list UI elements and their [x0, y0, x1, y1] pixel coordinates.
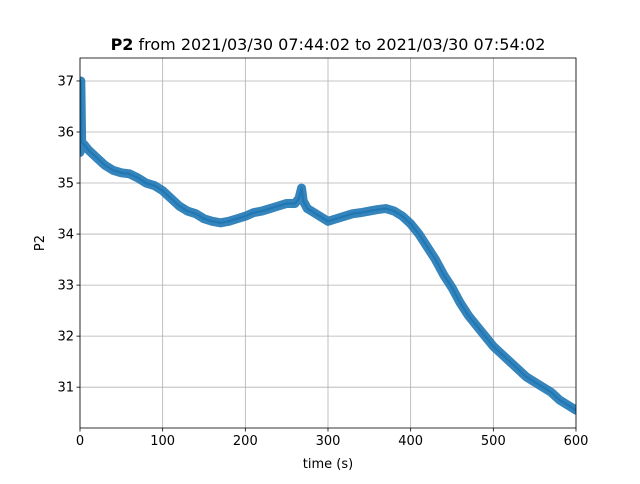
data-point — [244, 215, 247, 218]
data-point — [228, 220, 230, 223]
x-tick-label: 100 — [150, 434, 175, 449]
data-point — [80, 141, 83, 144]
axis-ticks: 0 100 200 300 400 500 600 31 32 33 34 35 36 37 — [57, 74, 588, 449]
data-point — [401, 215, 404, 218]
data-point — [87, 149, 90, 151]
data-point — [219, 222, 222, 224]
data-point — [327, 220, 329, 223]
data-point — [550, 391, 552, 394]
data-point — [517, 368, 519, 371]
data-point — [418, 233, 420, 235]
data-point — [277, 205, 280, 207]
series-layer — [80, 76, 576, 415]
y-tick-label: 33 — [57, 279, 74, 294]
data-point — [302, 200, 305, 202]
data-point — [161, 189, 164, 192]
data-point — [409, 223, 412, 225]
data-point — [533, 381, 536, 383]
data-point — [442, 274, 445, 276]
data-point — [269, 207, 271, 210]
plot-frame — [79, 57, 577, 429]
data-point — [153, 184, 156, 187]
data-point — [298, 197, 300, 200]
data-point — [318, 215, 321, 218]
data-point — [252, 211, 255, 214]
data-point — [566, 404, 569, 406]
chart-title-bold: P2 — [111, 35, 134, 54]
data-point — [476, 325, 478, 327]
data-point — [484, 335, 486, 337]
data-point — [492, 345, 495, 348]
data-point — [80, 80, 82, 82]
data-point — [500, 353, 503, 355]
data-point — [137, 177, 139, 179]
data-point — [467, 314, 470, 317]
y-tick-label: 31 — [57, 381, 74, 396]
y-tick-label: 36 — [57, 126, 74, 141]
data-point — [112, 169, 114, 172]
data-point — [203, 217, 205, 220]
data-point — [104, 164, 106, 166]
grid-lines — [79, 58, 577, 428]
data-point — [451, 286, 453, 289]
chart-title-rest: from 2021/03/30 07:44:02 to 2021/03/30 0… — [133, 35, 545, 54]
data-point — [178, 205, 180, 207]
data-point — [294, 202, 296, 205]
x-tick-label: 200 — [233, 434, 258, 449]
data-point — [376, 208, 379, 211]
x-tick-label: 600 — [564, 434, 589, 449]
x-tick-label: 400 — [398, 434, 423, 449]
data-point — [434, 258, 437, 261]
data-point — [343, 215, 346, 218]
data-point — [335, 217, 338, 220]
data-point — [525, 376, 528, 378]
data-point — [211, 220, 214, 223]
data-point — [306, 207, 309, 210]
y-tick-label: 34 — [57, 228, 74, 243]
x-tick-label: 0 — [76, 434, 84, 449]
data-point — [261, 210, 263, 212]
data-point — [426, 246, 429, 248]
data-point — [128, 173, 131, 175]
data-point — [300, 187, 303, 189]
data-point — [558, 399, 561, 401]
data-point — [236, 217, 238, 220]
data-point — [285, 202, 288, 205]
y-tick-label: 35 — [57, 177, 74, 192]
data-point — [194, 212, 197, 215]
data-point — [145, 182, 147, 184]
x-axis-label: time (s) — [303, 457, 353, 472]
data-point — [120, 172, 123, 174]
chart-title: P2 from 2021/03/30 07:44:02 to 2021/03/3… — [111, 35, 546, 54]
y-axis-label: P2 — [33, 235, 48, 251]
data-point — [170, 197, 172, 200]
data-point — [310, 210, 313, 212]
data-point — [393, 210, 395, 212]
y-tick-label: 32 — [57, 330, 74, 345]
y-tick-label: 37 — [57, 74, 74, 89]
data-point — [509, 360, 511, 363]
data-point — [95, 156, 98, 159]
data-point — [368, 210, 371, 212]
data-point — [542, 386, 544, 388]
data-point — [385, 207, 387, 210]
x-tick-label: 500 — [481, 434, 506, 449]
data-point — [459, 302, 462, 304]
x-tick-label: 300 — [316, 434, 341, 449]
data-point — [83, 143, 85, 146]
data-point — [352, 212, 354, 215]
data-point — [186, 210, 189, 212]
data-point — [360, 211, 362, 214]
